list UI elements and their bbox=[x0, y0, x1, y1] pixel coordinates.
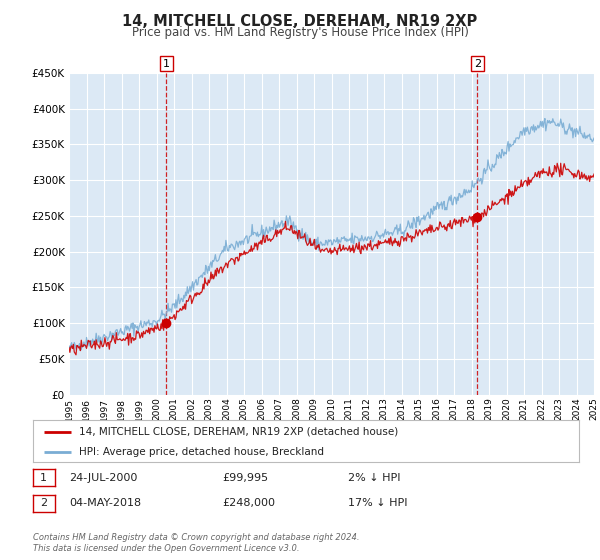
Text: HPI: Average price, detached house, Breckland: HPI: Average price, detached house, Brec… bbox=[79, 447, 325, 457]
Text: Price paid vs. HM Land Registry's House Price Index (HPI): Price paid vs. HM Land Registry's House … bbox=[131, 26, 469, 39]
Text: Contains HM Land Registry data © Crown copyright and database right 2024.
This d: Contains HM Land Registry data © Crown c… bbox=[33, 533, 359, 553]
Text: 04-MAY-2018: 04-MAY-2018 bbox=[69, 498, 141, 508]
Text: 1: 1 bbox=[163, 59, 170, 69]
Text: 2% ↓ HPI: 2% ↓ HPI bbox=[348, 473, 401, 483]
Text: £248,000: £248,000 bbox=[222, 498, 275, 508]
Text: 2: 2 bbox=[474, 59, 481, 69]
Text: 14, MITCHELL CLOSE, DEREHAM, NR19 2XP: 14, MITCHELL CLOSE, DEREHAM, NR19 2XP bbox=[122, 14, 478, 29]
Text: 2: 2 bbox=[40, 498, 47, 508]
Text: 17% ↓ HPI: 17% ↓ HPI bbox=[348, 498, 407, 508]
Text: 1: 1 bbox=[40, 473, 47, 483]
Text: £99,995: £99,995 bbox=[222, 473, 268, 483]
Text: 14, MITCHELL CLOSE, DEREHAM, NR19 2XP (detached house): 14, MITCHELL CLOSE, DEREHAM, NR19 2XP (d… bbox=[79, 427, 398, 437]
Text: 24-JUL-2000: 24-JUL-2000 bbox=[69, 473, 137, 483]
